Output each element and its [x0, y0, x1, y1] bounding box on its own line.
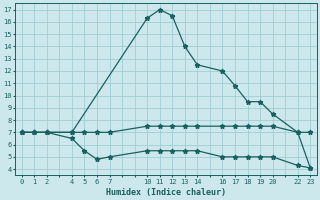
X-axis label: Humidex (Indice chaleur): Humidex (Indice chaleur): [106, 188, 226, 197]
